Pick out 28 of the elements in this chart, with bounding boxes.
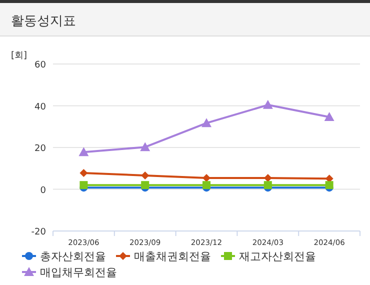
point xyxy=(325,181,334,190)
y-tick-label: 40 xyxy=(34,102,46,112)
y-tick-label: 20 xyxy=(34,144,46,154)
legend-item: 재고자산회전율 xyxy=(221,250,316,263)
point xyxy=(202,174,210,182)
point xyxy=(140,142,150,152)
point xyxy=(78,147,89,156)
legend-label: 재고자산회전율 xyxy=(239,250,316,263)
point xyxy=(262,100,273,109)
y-axis-title: [회] xyxy=(11,51,28,61)
point xyxy=(141,181,150,190)
point xyxy=(80,168,88,177)
legend-item: 총자산회전율 xyxy=(22,250,106,263)
point xyxy=(264,181,272,190)
y-tick-label: 60 xyxy=(34,60,46,70)
point xyxy=(202,118,212,128)
legend-label: 매출채권회전율 xyxy=(134,250,211,263)
legend-item: 매입채무회전율 xyxy=(22,266,117,279)
chart-title: 활동성지표 xyxy=(11,14,76,29)
legend-label: 매입채무회전율 xyxy=(40,266,117,279)
legend-item: 매출채권회전율 xyxy=(116,250,211,263)
y-tick-label: -20 xyxy=(31,228,46,238)
point xyxy=(202,181,210,190)
legend-label: 총자산회전율 xyxy=(40,250,106,263)
point xyxy=(324,112,334,122)
y-tick-label: 0 xyxy=(40,186,46,196)
point xyxy=(141,171,150,180)
point xyxy=(80,181,88,190)
